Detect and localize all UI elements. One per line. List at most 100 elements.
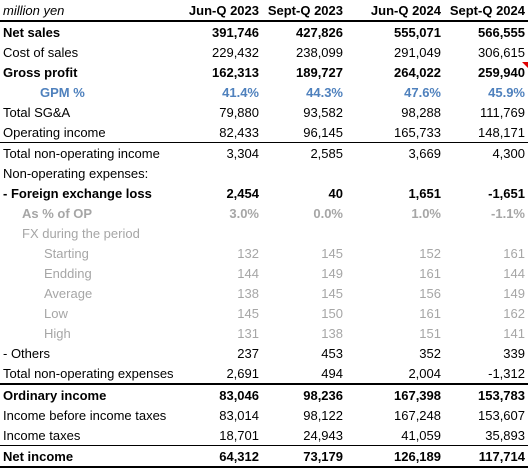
row-label: Total SG&A bbox=[3, 104, 71, 120]
row-label: Income before income taxes bbox=[3, 407, 167, 423]
column-gap bbox=[346, 82, 360, 102]
value-cell: 111,769 bbox=[479, 104, 525, 120]
row-label: Starting bbox=[44, 245, 89, 261]
value-cell: 98,122 bbox=[303, 407, 343, 423]
row-label: Operating income bbox=[3, 124, 106, 140]
value-cell: 352 bbox=[419, 345, 441, 361]
row-label: Average bbox=[44, 285, 93, 301]
value-cell: 41.4% bbox=[222, 84, 259, 100]
value-cell bbox=[262, 223, 346, 243]
value-cell: 259,940 bbox=[444, 62, 528, 82]
row-gross-profit: Gross profit 162,313 189,727 264,022 259,940 bbox=[0, 62, 528, 82]
row-total-non-operating-expenses: Total non-operating expenses 2,691 494 2,00… bbox=[0, 363, 528, 384]
value-cell: 149 bbox=[321, 265, 343, 281]
value-cell: 73,179 bbox=[262, 445, 346, 468]
value-cell: 229,432 bbox=[212, 44, 259, 60]
value-cell: 18,701 bbox=[219, 427, 259, 443]
row-net-income: Net income 64,312 73,179 126,189 117,714 bbox=[0, 445, 528, 468]
row-fx-low: Low 145 150 161 162 bbox=[0, 303, 528, 323]
row-others: - Others 237 453 352 339 bbox=[0, 343, 528, 363]
column-gap bbox=[346, 383, 360, 405]
row-total-non-operating-income: Total non-operating income 3,304 2,585 3,66… bbox=[0, 142, 528, 163]
value-cell: 44.3% bbox=[306, 84, 343, 100]
column-gap bbox=[346, 405, 360, 425]
column-gap bbox=[346, 283, 360, 303]
column-gap bbox=[346, 42, 360, 62]
row-fx-ending: Endding 144 149 161 144 bbox=[0, 263, 528, 283]
value-cell: 161 bbox=[503, 245, 525, 261]
value-cell: 144 bbox=[503, 265, 525, 281]
value-cell: 165,733 bbox=[394, 124, 441, 140]
value-cell: 145 bbox=[321, 285, 343, 301]
value-cell: 264,022 bbox=[394, 64, 441, 80]
column-gap bbox=[346, 425, 360, 446]
value-cell: 453 bbox=[321, 345, 343, 361]
value-cell: 2,004 bbox=[408, 365, 441, 381]
row-label: Cost of sales bbox=[3, 44, 79, 60]
value-cell: 3,669 bbox=[360, 142, 444, 163]
value-cell: 126,189 bbox=[360, 445, 444, 468]
value-cell: 153,783 bbox=[444, 383, 528, 405]
row-label: Income taxes bbox=[3, 427, 81, 443]
row-income-taxes: Income taxes 18,701 24,943 41,059 35,893 bbox=[0, 425, 528, 446]
value-cell: 148,171 bbox=[478, 124, 525, 140]
value-cell: 167,248 bbox=[394, 407, 441, 423]
row-label: - Others bbox=[3, 345, 50, 361]
row-label: High bbox=[44, 325, 71, 341]
value-cell: 131 bbox=[237, 325, 259, 341]
value-cell: 1.0% bbox=[411, 205, 441, 221]
value-cell: 151 bbox=[419, 325, 441, 341]
value-cell: 162 bbox=[503, 305, 525, 321]
row-label: Total non-operating expenses bbox=[3, 365, 174, 381]
value-cell: 156 bbox=[419, 285, 441, 301]
column-gap bbox=[346, 62, 360, 82]
value-cell: 167,398 bbox=[360, 383, 444, 405]
value-cell: 149 bbox=[503, 285, 525, 301]
value-cell: 93,582 bbox=[303, 104, 343, 120]
row-fx-period-header: FX during the period bbox=[0, 223, 528, 243]
row-label: FX during the period bbox=[22, 225, 140, 241]
value-cell: 96,145 bbox=[303, 124, 343, 140]
row-operating-income: Operating income 82,433 96,145 165,733 148,1… bbox=[0, 122, 528, 143]
value-cell: 138 bbox=[237, 285, 259, 301]
row-fx-percent-of-op: As % of OP 3.0% 0.0% 1.0% -1.1% bbox=[0, 203, 528, 223]
value-cell: -1,312 bbox=[488, 365, 525, 381]
value-cell: 98,288 bbox=[401, 104, 441, 120]
value-cell: 306,615 bbox=[478, 44, 525, 60]
row-label: Net sales bbox=[3, 24, 61, 40]
column-gap bbox=[346, 183, 360, 203]
column-gap bbox=[346, 0, 360, 22]
value-cell: 4,300 bbox=[444, 142, 528, 163]
column-gap bbox=[346, 122, 360, 143]
row-total-sga: Total SG&A 79,880 93,582 98,288 111,769 bbox=[0, 102, 528, 122]
column-gap bbox=[346, 343, 360, 363]
value-cell: 141 bbox=[503, 325, 525, 341]
value-cell: 161 bbox=[419, 265, 441, 281]
value-cell: 41,059 bbox=[401, 427, 441, 443]
value-cell: 1,651 bbox=[408, 185, 441, 201]
value-cell: 79,880 bbox=[219, 104, 259, 120]
value-cell bbox=[178, 163, 262, 183]
column-gap bbox=[346, 223, 360, 243]
value-cell: 427,826 bbox=[296, 24, 343, 40]
row-fx-high: High 131 138 151 141 bbox=[0, 323, 528, 343]
value-cell: 238,099 bbox=[296, 44, 343, 60]
column-gap bbox=[346, 163, 360, 183]
row-non-operating-expenses-header: Non-operating expenses: bbox=[0, 163, 528, 183]
value-cell: 145 bbox=[321, 245, 343, 261]
column-header: Jun-Q 2024 bbox=[360, 0, 444, 22]
row-net-sales: Net sales 391,746 427,826 555,071 566,555 bbox=[0, 21, 528, 42]
column-gap bbox=[346, 243, 360, 263]
value-cell: -1.1% bbox=[491, 205, 525, 221]
value-cell: 98,236 bbox=[262, 383, 346, 405]
value-cell bbox=[178, 223, 262, 243]
value-cell: 132 bbox=[237, 245, 259, 261]
column-gap bbox=[346, 363, 360, 384]
value-cell: 145 bbox=[237, 305, 259, 321]
row-label: Non-operating expenses: bbox=[3, 165, 149, 181]
value-cell bbox=[262, 163, 346, 183]
value-cell: 45.9% bbox=[488, 84, 525, 100]
value-cell: 2,585 bbox=[262, 142, 346, 163]
value-cell: 3,304 bbox=[178, 142, 262, 163]
